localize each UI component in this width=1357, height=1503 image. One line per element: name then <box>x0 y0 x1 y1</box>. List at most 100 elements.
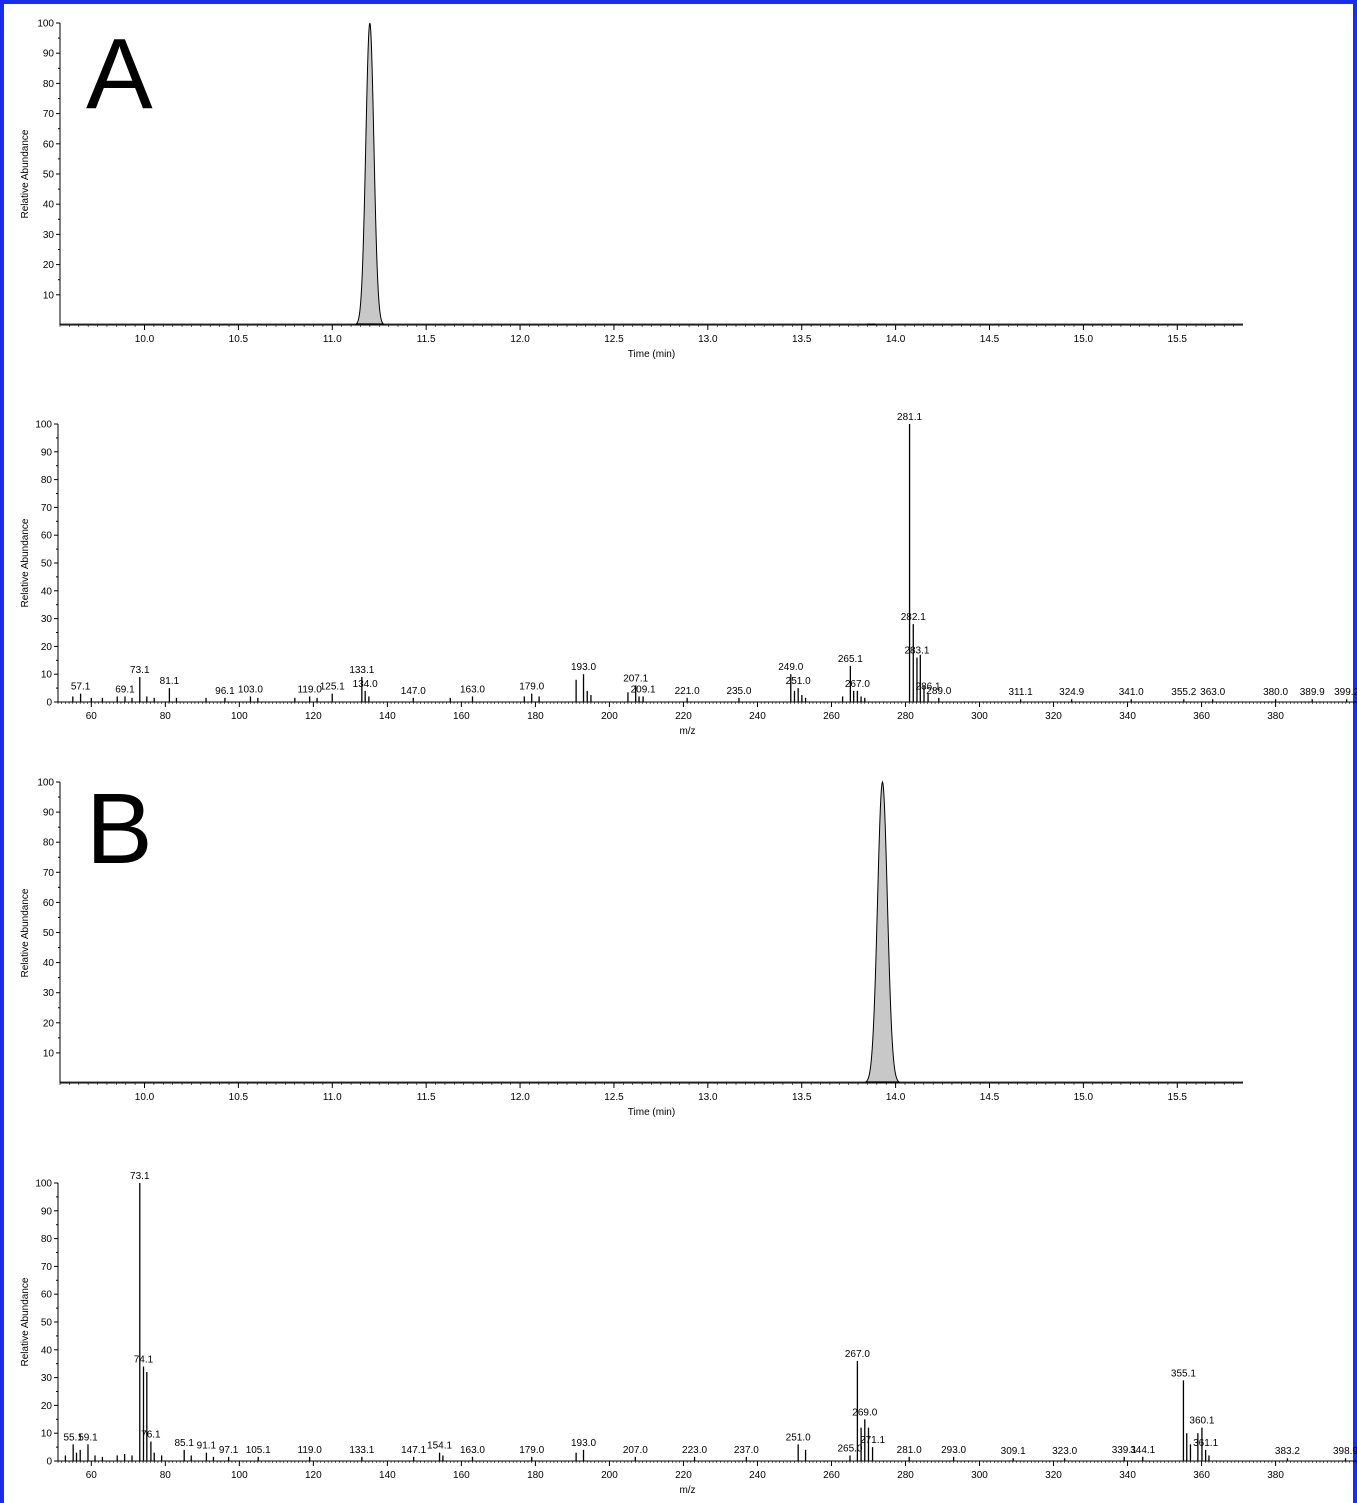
y-tick-label: 10 <box>43 290 55 301</box>
y-tick-label: 80 <box>43 838 55 849</box>
y-tick-label: 40 <box>41 586 53 597</box>
y-tick-label: 100 <box>37 19 54 30</box>
x-tick-label: 80 <box>160 711 172 722</box>
x-tick-label: 11.0 <box>323 1092 342 1103</box>
chromatogram-peak <box>355 22 385 325</box>
spectrum-peak-label: 57.1 <box>71 682 91 693</box>
x-axis-label: Time (min) <box>628 1107 675 1118</box>
x-axis-label: m/z <box>679 726 695 737</box>
spectrum-peak-label: 249.0 <box>778 662 803 673</box>
y-tick-label: 70 <box>43 109 55 120</box>
y-tick-label: 30 <box>43 988 55 999</box>
y-tick-label: 60 <box>43 139 55 150</box>
spectrum-peak-label: 282.1 <box>901 612 926 623</box>
x-tick-label: 300 <box>971 1470 988 1481</box>
y-tick-label: 60 <box>43 898 55 909</box>
y-axis-label: Relative Abundance <box>20 1277 31 1366</box>
x-tick-label: 120 <box>305 711 322 722</box>
y-axis-label: Relative Abundance <box>20 518 31 607</box>
x-tick-label: 10.5 <box>229 334 249 345</box>
x-tick-label: 60 <box>86 711 98 722</box>
y-tick-label: 100 <box>37 778 54 789</box>
spectrum-peak-label: 134.0 <box>353 679 378 690</box>
chromatogram-peak <box>864 780 901 1083</box>
spectrum-peak-label: 179.0 <box>519 682 544 693</box>
x-tick-label: 11.5 <box>417 1092 436 1103</box>
spectrum-peak-label: 380.0 <box>1263 687 1288 698</box>
y-tick-label: 90 <box>43 49 55 60</box>
y-tick-label: 70 <box>43 868 55 879</box>
spectrum-peak-label: 55.1 <box>63 1432 83 1443</box>
x-tick-label: 380 <box>1267 711 1284 722</box>
y-tick-label: 20 <box>43 260 55 271</box>
spectrum-peak-label: 271.1 <box>860 1435 885 1446</box>
x-tick-label: 220 <box>675 1470 692 1481</box>
x-tick-label: 320 <box>1045 711 1062 722</box>
x-tick-label: 12.0 <box>510 1092 530 1103</box>
y-tick-label: 100 <box>35 1179 52 1190</box>
x-tick-label: 13.5 <box>792 334 812 345</box>
spectrum-peak-label: 73.1 <box>130 1171 150 1182</box>
y-axis-label: Relative Abundance <box>20 888 31 977</box>
spectrum-peak-label: 265.1 <box>838 654 863 665</box>
x-tick-label: 120 <box>305 1470 322 1481</box>
x-tick-label: 340 <box>1119 1470 1136 1481</box>
y-tick-label: 50 <box>43 928 55 939</box>
x-tick-label: 240 <box>749 1470 766 1481</box>
spectrum-peak-label: 293.0 <box>941 1445 966 1456</box>
x-tick-label: 380 <box>1267 1470 1284 1481</box>
x-tick-label: 360 <box>1193 711 1210 722</box>
y-tick-label: 20 <box>41 642 53 653</box>
spectrum-peak-label: 69.1 <box>115 684 135 695</box>
y-tick-label: 80 <box>41 1234 53 1245</box>
spectrum-peak-label: 324.9 <box>1059 687 1084 698</box>
spectrum-peak-label: 163.0 <box>460 1445 485 1456</box>
x-tick-label: 280 <box>897 1470 914 1481</box>
spectrum-peak-label: 235.0 <box>726 686 751 697</box>
x-tick-label: 60 <box>86 1470 98 1481</box>
x-tick-label: 12.5 <box>604 1092 624 1103</box>
y-tick-label: 90 <box>43 808 55 819</box>
y-tick-label: 100 <box>35 420 52 431</box>
spectrum-peak-label: 383.2 <box>1275 1446 1300 1457</box>
y-tick-label: 50 <box>41 559 53 570</box>
y-tick-label: 0 <box>46 1457 52 1468</box>
x-axis-label: m/z <box>679 1485 695 1496</box>
x-tick-label: 260 <box>823 1470 840 1481</box>
spectrum-peak-label: 91.1 <box>197 1441 217 1452</box>
spectrum-peak-label: 119.0 <box>298 684 323 695</box>
spectrum-peak-label: 341.0 <box>1119 687 1144 698</box>
spectrum-peak-label: 398.9 <box>1333 1446 1357 1457</box>
spectrum-peak-label: 363.0 <box>1200 687 1225 698</box>
x-tick-label: 200 <box>601 1470 618 1481</box>
y-tick-label: 80 <box>41 475 53 486</box>
x-tick-label: 320 <box>1045 1470 1062 1481</box>
spectrum-peak-label: 73.1 <box>130 665 150 676</box>
x-tick-label: 360 <box>1193 1470 1210 1481</box>
x-tick-label: 280 <box>897 711 914 722</box>
spectrum-peak-label: 281.1 <box>897 412 922 423</box>
y-tick-label: 90 <box>41 1206 53 1217</box>
spectrum-peak-label: 179.0 <box>519 1445 544 1456</box>
x-tick-label: 15.0 <box>1074 1092 1094 1103</box>
y-tick-label: 70 <box>41 1262 53 1273</box>
spectrum-peak-label: 361.1 <box>1193 1438 1218 1449</box>
x-tick-label: 10.0 <box>135 334 155 345</box>
spectrum-peak-label: 59.1 <box>78 1432 98 1443</box>
x-tick-label: 240 <box>749 711 766 722</box>
panel-label-a: A <box>86 18 153 130</box>
y-tick-label: 60 <box>41 531 53 542</box>
spectrum-peak-label: 209.1 <box>631 684 656 695</box>
spectrum-peak-label: 309.1 <box>1001 1446 1026 1457</box>
y-axis-label: Relative Abundance <box>20 129 31 218</box>
x-tick-label: 140 <box>379 711 396 722</box>
x-tick-label: 80 <box>160 1470 172 1481</box>
spectrum-peak-label: 96.1 <box>215 686 235 697</box>
y-tick-label: 60 <box>41 1290 53 1301</box>
x-tick-label: 10.5 <box>229 1092 249 1103</box>
x-tick-label: 10.0 <box>135 1092 155 1103</box>
y-tick-label: 20 <box>43 1018 55 1029</box>
y-tick-label: 40 <box>43 958 55 969</box>
x-tick-label: 15.5 <box>1168 334 1188 345</box>
